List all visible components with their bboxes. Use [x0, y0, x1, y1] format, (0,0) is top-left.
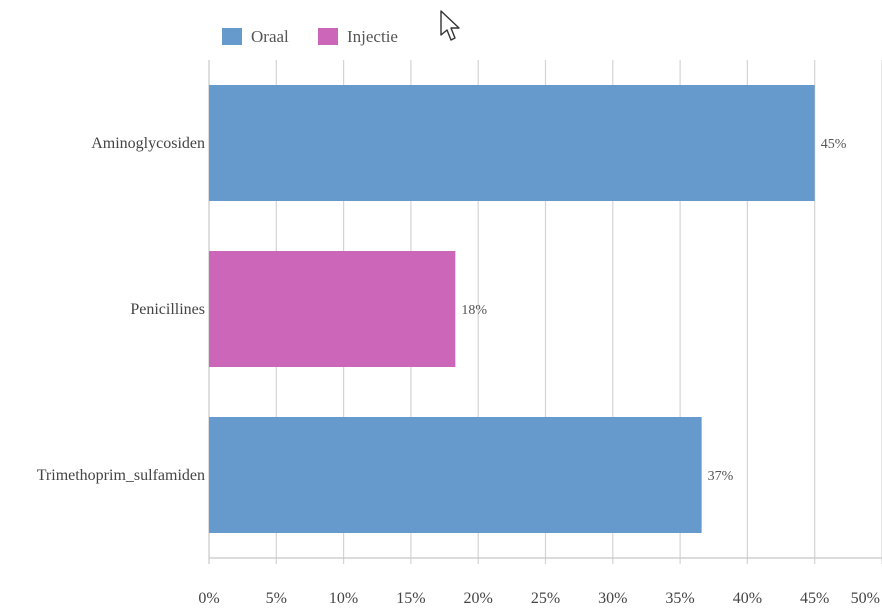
x-tick-label: 30% [598, 590, 627, 606]
legend-swatch [318, 28, 338, 45]
legend-swatch [222, 28, 242, 45]
x-tick-label: 50% [851, 590, 880, 606]
legend[interactable]: Oraal Injectie [222, 27, 398, 46]
bar-aminoglycosiden[interactable] [209, 85, 815, 201]
x-tick-label: 35% [665, 590, 694, 606]
bar-penicillines[interactable] [209, 251, 456, 367]
x-tick-labels: 0% 5% 10% 15% 20% 25% 30% 35% 40% 45% 50% [198, 590, 880, 607]
category-labels: Aminoglycosiden Penicillines Trimethoprim_… [37, 135, 205, 484]
legend-item-injectie[interactable]: Injectie [318, 27, 398, 46]
mouse-cursor-icon [440, 10, 460, 41]
legend-label: Injectie [347, 27, 398, 46]
bars [209, 85, 815, 533]
legend-item-oraal[interactable]: Oraal [222, 27, 289, 46]
x-tick-label: 45% [800, 590, 829, 606]
data-label-aminoglycosiden: 45% [821, 137, 847, 152]
category-label: Aminoglycosiden [91, 135, 205, 152]
x-tick-label: 5% [266, 590, 287, 606]
data-labels: 45% 18% 37% [461, 137, 846, 484]
category-label: Trimethoprim_sulfamiden [37, 467, 205, 484]
x-tick-label: 25% [531, 590, 560, 606]
data-label-trimethoprim-sulfamiden: 37% [708, 469, 734, 484]
bar-trimethoprim-sulfamiden[interactable] [209, 417, 702, 533]
data-label-penicillines: 18% [461, 303, 487, 318]
legend-label: Oraal [251, 27, 289, 46]
x-tick-label: 0% [198, 590, 219, 606]
x-tick-label: 40% [733, 590, 762, 606]
x-tick-label: 10% [329, 590, 358, 606]
x-tick-label: 15% [396, 590, 425, 606]
category-label: Penicillines [130, 301, 205, 318]
x-tick-label: 20% [464, 590, 493, 606]
